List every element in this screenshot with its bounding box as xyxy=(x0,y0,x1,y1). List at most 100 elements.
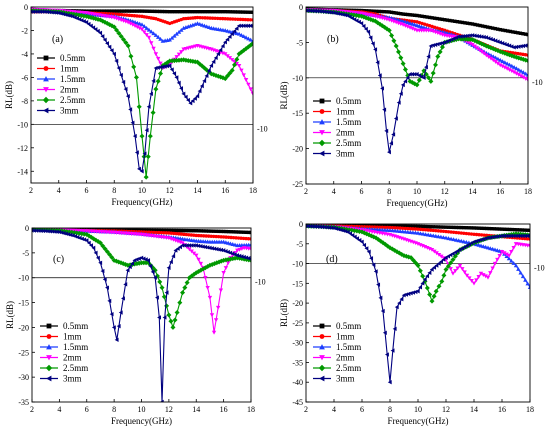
data-point xyxy=(64,231,68,236)
data-point xyxy=(525,281,530,286)
data-point xyxy=(173,248,178,253)
data-point xyxy=(58,11,63,16)
data-point xyxy=(481,236,486,242)
data-point xyxy=(506,253,512,258)
data-point xyxy=(228,17,232,21)
data-point xyxy=(142,24,147,29)
data-point xyxy=(413,227,418,231)
data-point xyxy=(135,25,140,30)
data-point xyxy=(226,17,230,21)
data-point xyxy=(130,261,135,266)
data-point xyxy=(248,23,253,28)
panel-d: -10 2 4 6 8 10 12 14 16 18 0 -5 -10 -15 -20 -25 -30 -35 -4… xyxy=(279,220,545,426)
y-tick-label: -25 xyxy=(292,319,303,328)
data-point xyxy=(105,285,109,290)
data-point xyxy=(415,242,421,246)
data-point xyxy=(425,273,430,279)
data-point xyxy=(432,249,437,254)
legend-entry: 1.5mm xyxy=(313,342,361,352)
data-point xyxy=(125,93,130,99)
data-point xyxy=(317,224,322,229)
data-point xyxy=(223,40,227,45)
data-point xyxy=(490,266,495,271)
data-point xyxy=(159,285,165,291)
data-point xyxy=(63,12,68,17)
legend-label: 3mm xyxy=(336,374,355,384)
x-tick-label: 16 xyxy=(496,187,504,196)
data-point xyxy=(208,16,212,20)
data-point xyxy=(451,230,456,234)
data-point xyxy=(329,225,334,230)
data-point xyxy=(209,234,213,238)
series-group xyxy=(32,228,251,402)
data-point xyxy=(456,34,461,39)
data-point xyxy=(457,263,463,268)
data-point xyxy=(504,66,510,71)
data-point xyxy=(511,261,516,265)
y-tick-label: -40 xyxy=(292,378,303,387)
data-point xyxy=(35,9,40,14)
data-point xyxy=(223,266,229,270)
data-point xyxy=(218,288,224,293)
data-point xyxy=(189,233,193,237)
data-point xyxy=(192,96,197,101)
data-point xyxy=(147,230,151,234)
data-point xyxy=(383,225,387,230)
data-point xyxy=(525,233,530,239)
data-point xyxy=(362,242,367,248)
data-point xyxy=(137,14,142,18)
x-tick-label: 4 xyxy=(57,186,61,195)
data-point xyxy=(484,53,489,58)
data-point xyxy=(525,237,530,241)
series-line xyxy=(32,228,251,333)
data-point xyxy=(408,227,413,231)
legend-entry: 0.5mm xyxy=(313,96,361,106)
x-tick-label: 10 xyxy=(413,187,421,196)
data-point xyxy=(518,270,523,275)
data-point xyxy=(223,52,228,57)
data-point xyxy=(511,233,516,239)
data-point xyxy=(206,68,211,73)
data-point xyxy=(125,13,129,17)
data-point xyxy=(229,235,233,240)
data-point xyxy=(375,60,380,65)
data-point xyxy=(152,275,157,280)
data-point xyxy=(424,64,428,70)
data-point xyxy=(180,290,186,296)
reference-line-label: -10 xyxy=(534,264,545,273)
data-point xyxy=(453,269,458,274)
data-point xyxy=(511,70,517,75)
data-point xyxy=(153,65,158,71)
data-point xyxy=(472,44,478,49)
data-point xyxy=(506,233,511,239)
data-point xyxy=(324,225,329,230)
data-point xyxy=(470,33,475,38)
data-point xyxy=(132,14,137,18)
data-point xyxy=(467,276,472,281)
data-point xyxy=(61,11,66,17)
data-point xyxy=(139,169,144,174)
series-group xyxy=(306,224,530,385)
data-point xyxy=(511,64,517,69)
data-point xyxy=(211,59,216,64)
legend-label: 2mm xyxy=(336,128,355,138)
y-tick-label: -10 xyxy=(292,260,303,269)
data-point xyxy=(107,44,112,50)
data-point xyxy=(130,13,134,18)
data-point xyxy=(98,260,103,265)
data-point xyxy=(436,229,441,233)
data-point xyxy=(221,16,225,21)
data-point xyxy=(107,252,113,258)
data-point xyxy=(112,51,116,57)
data-point xyxy=(164,303,170,309)
data-point xyxy=(477,233,481,237)
data-point xyxy=(68,232,73,238)
legend-entry: 0.5mm xyxy=(313,321,361,331)
legend-marker xyxy=(318,364,326,372)
x-tick-label: 2 xyxy=(304,405,308,414)
panel-label: (b) xyxy=(327,34,339,45)
data-point xyxy=(91,245,96,251)
x-axis-label: Frequency(GHz) xyxy=(387,198,448,208)
data-point xyxy=(174,31,179,36)
data-point xyxy=(241,17,245,22)
